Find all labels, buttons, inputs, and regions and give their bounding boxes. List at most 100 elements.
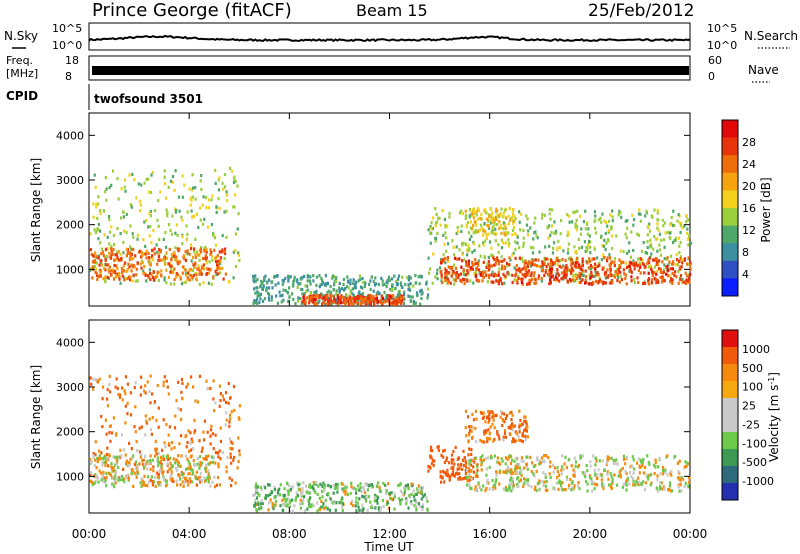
velocity-cell <box>496 432 499 436</box>
power-cell <box>615 273 618 277</box>
velocity-cell <box>136 448 139 453</box>
power-cell <box>494 262 497 266</box>
velocity-cell <box>558 480 561 485</box>
velocity-cell <box>526 467 529 471</box>
power-cell <box>494 218 497 222</box>
power-cell <box>94 267 97 271</box>
velocity-cell <box>168 467 171 471</box>
velocity-cell <box>108 454 111 458</box>
power-cell <box>180 215 183 219</box>
velocity-cell <box>150 475 153 479</box>
power-cell <box>263 278 266 282</box>
velocity-cell <box>479 455 482 460</box>
velocity-cell <box>525 429 528 433</box>
power-cell <box>606 256 609 260</box>
velocity-cell <box>260 487 263 492</box>
power-cell <box>126 248 130 252</box>
velocity-cell <box>472 470 475 474</box>
velocity-cell <box>495 473 498 477</box>
power-cell <box>663 221 666 225</box>
power-cell <box>338 286 341 290</box>
power-cell <box>548 265 552 269</box>
velocity-cell <box>230 461 233 465</box>
power-cell <box>156 262 159 266</box>
power-cell <box>572 274 575 278</box>
power-cell <box>227 279 230 284</box>
x-tick-label: 00:00 <box>72 527 107 541</box>
power-cell <box>575 228 578 232</box>
power-cell <box>303 292 306 296</box>
power-cell <box>360 302 363 306</box>
power-cell <box>366 296 369 300</box>
power-cell <box>282 298 285 302</box>
power-cell <box>210 223 213 227</box>
power-cell <box>474 270 477 274</box>
velocity-cell <box>279 483 282 487</box>
power-cell <box>104 275 107 279</box>
power-cell <box>508 263 511 267</box>
velocity-cell <box>211 432 214 436</box>
velocity-cell <box>661 472 665 476</box>
power-cell <box>199 206 202 210</box>
power-cell <box>505 230 508 235</box>
velocity-cell <box>485 467 488 471</box>
velocity-cell <box>199 472 202 476</box>
velocity-cell <box>373 499 376 503</box>
power-cell <box>89 268 92 272</box>
velocity-cell <box>174 414 177 418</box>
velocity-cell <box>544 475 547 479</box>
power-cell <box>124 277 127 281</box>
power-cell <box>156 250 159 254</box>
nave-tick-top: 60 <box>708 54 722 67</box>
velocity-cell <box>103 476 106 480</box>
power-cell <box>520 268 523 272</box>
power-cell <box>147 274 150 278</box>
velocity-cell <box>421 486 425 490</box>
power-cell <box>483 208 486 213</box>
noise-tick-bottom-left: 10^0 <box>52 39 82 52</box>
power-cell <box>99 271 102 275</box>
power-cell <box>677 213 680 217</box>
power-cell <box>615 234 618 238</box>
power-cell <box>204 195 207 200</box>
power-cell <box>502 214 505 218</box>
velocity-cell <box>579 456 582 460</box>
power-cell <box>288 295 291 299</box>
velocity-cell <box>354 504 357 508</box>
velocity-cell <box>659 485 662 489</box>
velocity-cell <box>196 462 199 467</box>
velocity-cell <box>439 470 442 474</box>
velocity-cell <box>95 475 98 479</box>
power-cell <box>514 217 517 221</box>
power-cell <box>532 246 535 250</box>
velocity-cell <box>688 480 691 484</box>
power-cell <box>617 270 621 274</box>
velocity-cell <box>492 418 495 422</box>
velocity-cell <box>501 418 504 422</box>
velocity-cell <box>619 468 623 472</box>
power-cell <box>578 271 581 275</box>
power-cell <box>98 268 101 272</box>
power-cell <box>648 229 652 233</box>
power-cell <box>461 277 465 281</box>
velocity-cell <box>429 448 433 452</box>
velocity-cell <box>684 460 687 464</box>
power-cell <box>616 272 619 276</box>
power-cell <box>594 267 597 271</box>
velocity-cell <box>271 505 274 509</box>
velocity-cell <box>622 454 625 458</box>
power-cell <box>513 278 516 282</box>
time-axis: 00:00 04:00 08:00 12:00 16:00 20:00 00:00 <box>72 527 708 541</box>
velocity-cell <box>361 503 364 507</box>
velocity-cell <box>199 480 202 484</box>
power-cell <box>665 265 668 269</box>
power-cell <box>658 259 661 263</box>
power-cell <box>497 262 500 266</box>
velocity-cell <box>209 434 212 438</box>
power-cell <box>359 285 363 289</box>
power-cell <box>534 216 537 220</box>
power-cell <box>173 254 176 258</box>
power-cell <box>657 228 660 232</box>
velocity-cell <box>119 455 122 459</box>
velocity-cell <box>326 507 329 511</box>
